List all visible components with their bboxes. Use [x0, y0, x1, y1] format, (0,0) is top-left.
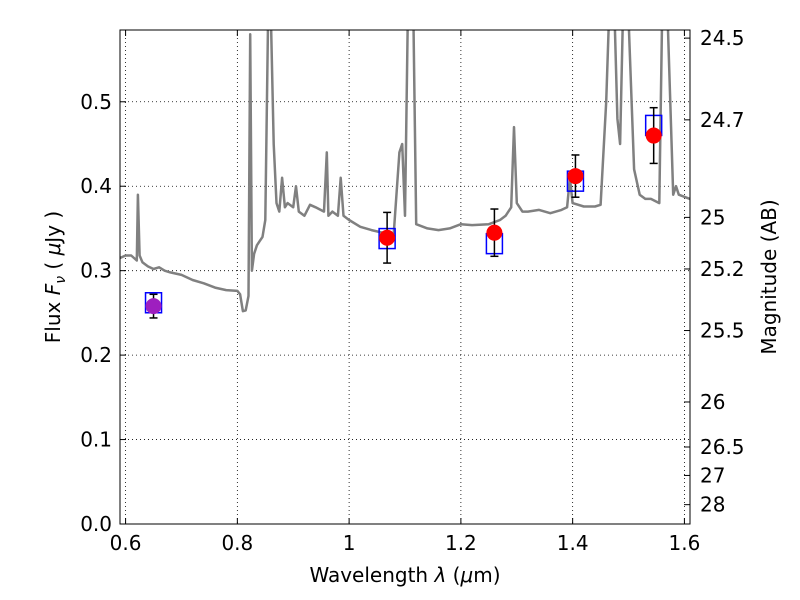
right-ticks: 24.5 24.7 25 25.2 25.5 26 26.5 27 28	[684, 26, 745, 517]
observed-points	[145, 106, 662, 319]
observed-point	[567, 168, 584, 185]
x-tick-label: 1.4	[557, 531, 589, 555]
right-tick-label: 26	[700, 390, 725, 414]
x-tick-label: 1	[343, 531, 356, 555]
right-axis-title: Magnitude (AB)	[757, 199, 781, 354]
x-ticks: 0.6 0.8 1 1.2 1.4 1.6	[110, 30, 701, 555]
x-tick-label: 1.6	[669, 531, 701, 555]
y-tick-label: 0.3	[80, 259, 112, 283]
observed-point	[145, 298, 162, 315]
right-tick-label: 25.2	[700, 257, 745, 281]
right-tick-label: 28	[700, 493, 725, 517]
x-tick-label: 1.2	[445, 531, 477, 555]
y-tick-label: 0.4	[80, 174, 112, 198]
y-tick-label: 0.5	[80, 90, 112, 114]
right-tick-label: 26.5	[700, 435, 745, 459]
right-tick-label: 24.7	[700, 108, 745, 132]
y-tick-label: 0.2	[80, 343, 112, 367]
spectrum-line	[120, 30, 690, 313]
plot-frame	[119, 29, 691, 525]
y-axis-title: Flux Fν ( μJy )	[41, 211, 69, 343]
right-tick-label: 24.5	[700, 26, 745, 50]
y-ticks: 0.0 0.1 0.2 0.3 0.4 0.5	[80, 90, 126, 536]
y-tick-label: 0.1	[80, 428, 112, 452]
x-axis-title: Wavelength λ (μm)	[309, 563, 500, 587]
right-tick-label: 25	[700, 205, 725, 229]
y-tick-label: 0.0	[80, 512, 112, 536]
spectrum-path	[120, 30, 690, 313]
right-tick-label: 27	[700, 463, 725, 487]
x-tick-label: 0.8	[221, 531, 253, 555]
x-tick-label: 0.6	[110, 531, 142, 555]
plot-background	[120, 30, 690, 524]
right-tick-label: 25.5	[700, 319, 745, 343]
observed-point	[379, 229, 396, 246]
observed-point	[645, 127, 662, 144]
observed-point	[486, 224, 503, 241]
